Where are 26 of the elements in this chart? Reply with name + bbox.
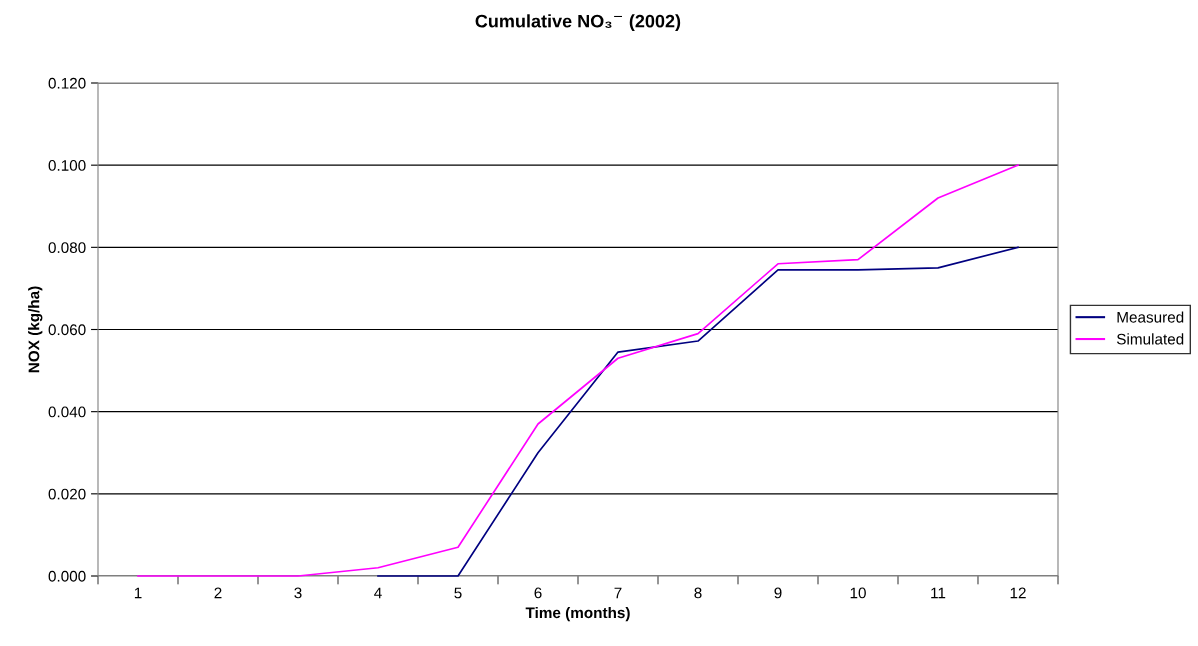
x-tick-label: 8: [694, 587, 702, 599]
y-tick-label: 0.060: [48, 324, 86, 336]
y-tick-label: 0.000: [48, 570, 86, 582]
x-tick-label: 3: [294, 587, 302, 599]
y-tick-label: 0.100: [48, 160, 86, 171]
y-tick-label: 0.040: [48, 406, 86, 418]
y-axis-title: NOX (kg/ha): [28, 286, 43, 373]
line-series: [377, 246, 1019, 577]
chart-title: Cumulative NO₃$^{−}$ (2002): [475, 14, 681, 32]
x-tick-label: 5: [454, 587, 462, 599]
x-tick-label: 4: [374, 587, 382, 599]
x-tick-label: 10: [850, 587, 866, 599]
x-tick-label: 9: [774, 587, 782, 599]
line-series: [137, 164, 1019, 577]
y-tick-label: 0.080: [48, 242, 86, 254]
x-tick-label: 7: [614, 587, 622, 599]
x-tick-label: 1: [134, 587, 142, 599]
x-tick-label: 6: [534, 587, 542, 599]
x-tick-label: 11: [931, 587, 946, 599]
legend-label: Simulated: [1116, 333, 1184, 345]
x-tick-label: 2: [214, 587, 222, 599]
x-tick-label: 12: [1010, 587, 1026, 599]
y-tick-label: 0.020: [48, 488, 86, 500]
y-tick-label: 0.120: [48, 77, 86, 89]
legend-label: Measured: [1117, 311, 1184, 323]
x-axis-title: Time (months): [525, 606, 630, 622]
